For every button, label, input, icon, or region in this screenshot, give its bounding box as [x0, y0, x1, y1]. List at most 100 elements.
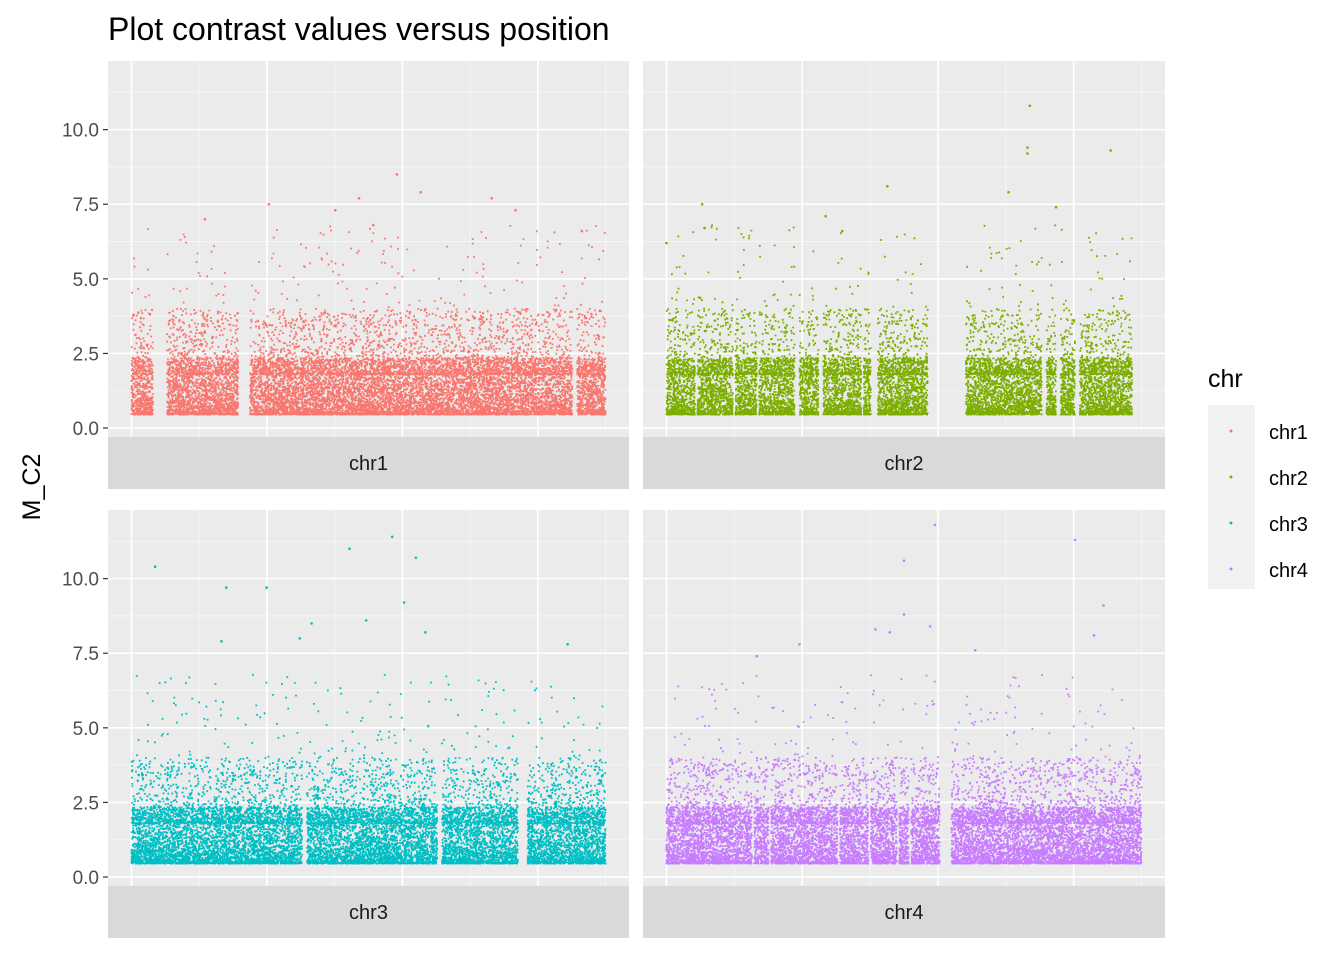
data-points-chr3: [130, 674, 607, 865]
data-point: [933, 523, 937, 527]
y-tick-label: 7.5: [73, 644, 99, 665]
data-point: [928, 625, 932, 628]
y-tick-label: 7.5: [73, 195, 99, 216]
data-point: [220, 640, 223, 643]
legend-title: chr: [1208, 365, 1243, 393]
data-point: [390, 535, 394, 539]
y-axis-title: M_C2: [18, 454, 46, 521]
gridlines: [643, 510, 1165, 886]
data-point: [580, 229, 584, 233]
y-tick-label: 2.5: [73, 344, 99, 365]
data-point: [357, 196, 361, 200]
legend-label: chr4: [1269, 560, 1308, 582]
strip-label-chr3: chr3: [349, 902, 388, 924]
data-points-chr1: [130, 225, 607, 416]
legend-key: [1229, 521, 1233, 525]
legend-key: [1229, 567, 1233, 571]
data-point: [886, 185, 889, 188]
strip-background: [108, 437, 629, 489]
legend-item-chr3: chr3: [1229, 514, 1308, 536]
data-points-chr2: [665, 224, 1133, 416]
outlier-points: [665, 104, 1112, 245]
data-point: [395, 173, 399, 176]
data-point: [888, 631, 892, 634]
data-point: [514, 208, 517, 212]
strip-label-chr1: chr1: [349, 453, 388, 475]
legend-label: chr2: [1269, 468, 1308, 490]
strip-label-chr4: chr4: [885, 902, 924, 924]
data-point: [414, 556, 418, 560]
data-point: [153, 565, 157, 568]
legend-label: chr1: [1269, 422, 1308, 444]
outlier-points: [153, 535, 569, 646]
outlier-points: [755, 523, 1105, 658]
data-point: [1073, 538, 1077, 542]
facet-chr3: 0.0 2.5 5.0 7.5 10.0 chr3: [62, 510, 629, 938]
data-point: [566, 642, 569, 646]
data-point: [824, 214, 827, 218]
gridlines: [108, 61, 629, 437]
strip-background: [643, 886, 1165, 938]
data-point: [203, 217, 207, 221]
y-tick-label: 2.5: [73, 793, 99, 814]
data-point: [973, 648, 977, 652]
strip-label-chr2: chr2: [885, 453, 924, 475]
legend-key: [1229, 475, 1233, 479]
legend-items: chr1 chr2 chr3 chr4: [1229, 422, 1308, 582]
data-point: [424, 631, 427, 634]
data-point: [798, 642, 801, 646]
data-point: [402, 601, 406, 604]
data-point: [364, 619, 368, 622]
data-point: [348, 547, 351, 551]
legend-label: chr3: [1269, 514, 1308, 536]
y-tick-label: 0.0: [73, 868, 99, 889]
y-tick-label: 10.0: [62, 121, 99, 142]
data-point: [874, 628, 877, 631]
y-tick-label: 10.0: [62, 570, 99, 591]
y-axis: 0.0 2.5 5.0 7.5 10.0: [62, 570, 108, 889]
data-point: [902, 613, 906, 616]
data-point: [1026, 146, 1029, 149]
data-point: [665, 241, 668, 245]
data-point: [1028, 104, 1032, 108]
y-tick-label: 0.0: [73, 419, 99, 440]
legend-item-chr2: chr2: [1229, 468, 1308, 490]
chart-title: Plot contrast values versus position: [108, 11, 610, 47]
data-point: [840, 229, 844, 233]
y-tick-label: 5.0: [73, 270, 99, 291]
legend-key: [1229, 429, 1233, 433]
data-point: [1054, 205, 1058, 209]
data-point: [1102, 604, 1105, 607]
data-point: [1109, 149, 1112, 152]
legend-key-background: [1208, 405, 1255, 589]
legend-item-chr4: chr4: [1229, 560, 1308, 582]
y-tick-label: 5.0: [73, 719, 99, 740]
facet-chr4: chr4: [643, 510, 1165, 938]
data-point: [1007, 191, 1010, 194]
data-point: [334, 208, 337, 212]
y-axis: 0.0 2.5 5.0 7.5 10.0: [62, 121, 108, 440]
strip-background: [643, 437, 1165, 489]
data-point: [371, 223, 375, 227]
facet-chr1: 0.0 2.5 5.0 7.5 10.0 chr1: [62, 61, 629, 489]
data-point: [902, 559, 906, 563]
facet-panels: 0.0 2.5 5.0 7.5 10.0 chr1 chr2 0.0 2.5 5.0 7.5 10.0…: [62, 61, 1165, 938]
data-point: [490, 196, 494, 200]
data-point: [224, 586, 228, 589]
data-point: [755, 654, 759, 658]
legend-item-chr1: chr1: [1229, 422, 1308, 444]
outlier-points: [203, 173, 584, 233]
facet-chr2: chr2: [643, 61, 1165, 489]
data-point: [310, 622, 313, 625]
data-point: [1092, 634, 1096, 637]
data-point: [703, 226, 706, 230]
data-points-chr4: [665, 674, 1143, 865]
data-point: [700, 202, 704, 206]
data-point: [419, 191, 422, 194]
data-point: [1026, 152, 1029, 155]
strip-background: [108, 886, 629, 938]
data-point: [298, 637, 302, 640]
legend: chr chr1 chr2 chr3 chr4: [1208, 365, 1308, 589]
data-point: [267, 202, 271, 206]
